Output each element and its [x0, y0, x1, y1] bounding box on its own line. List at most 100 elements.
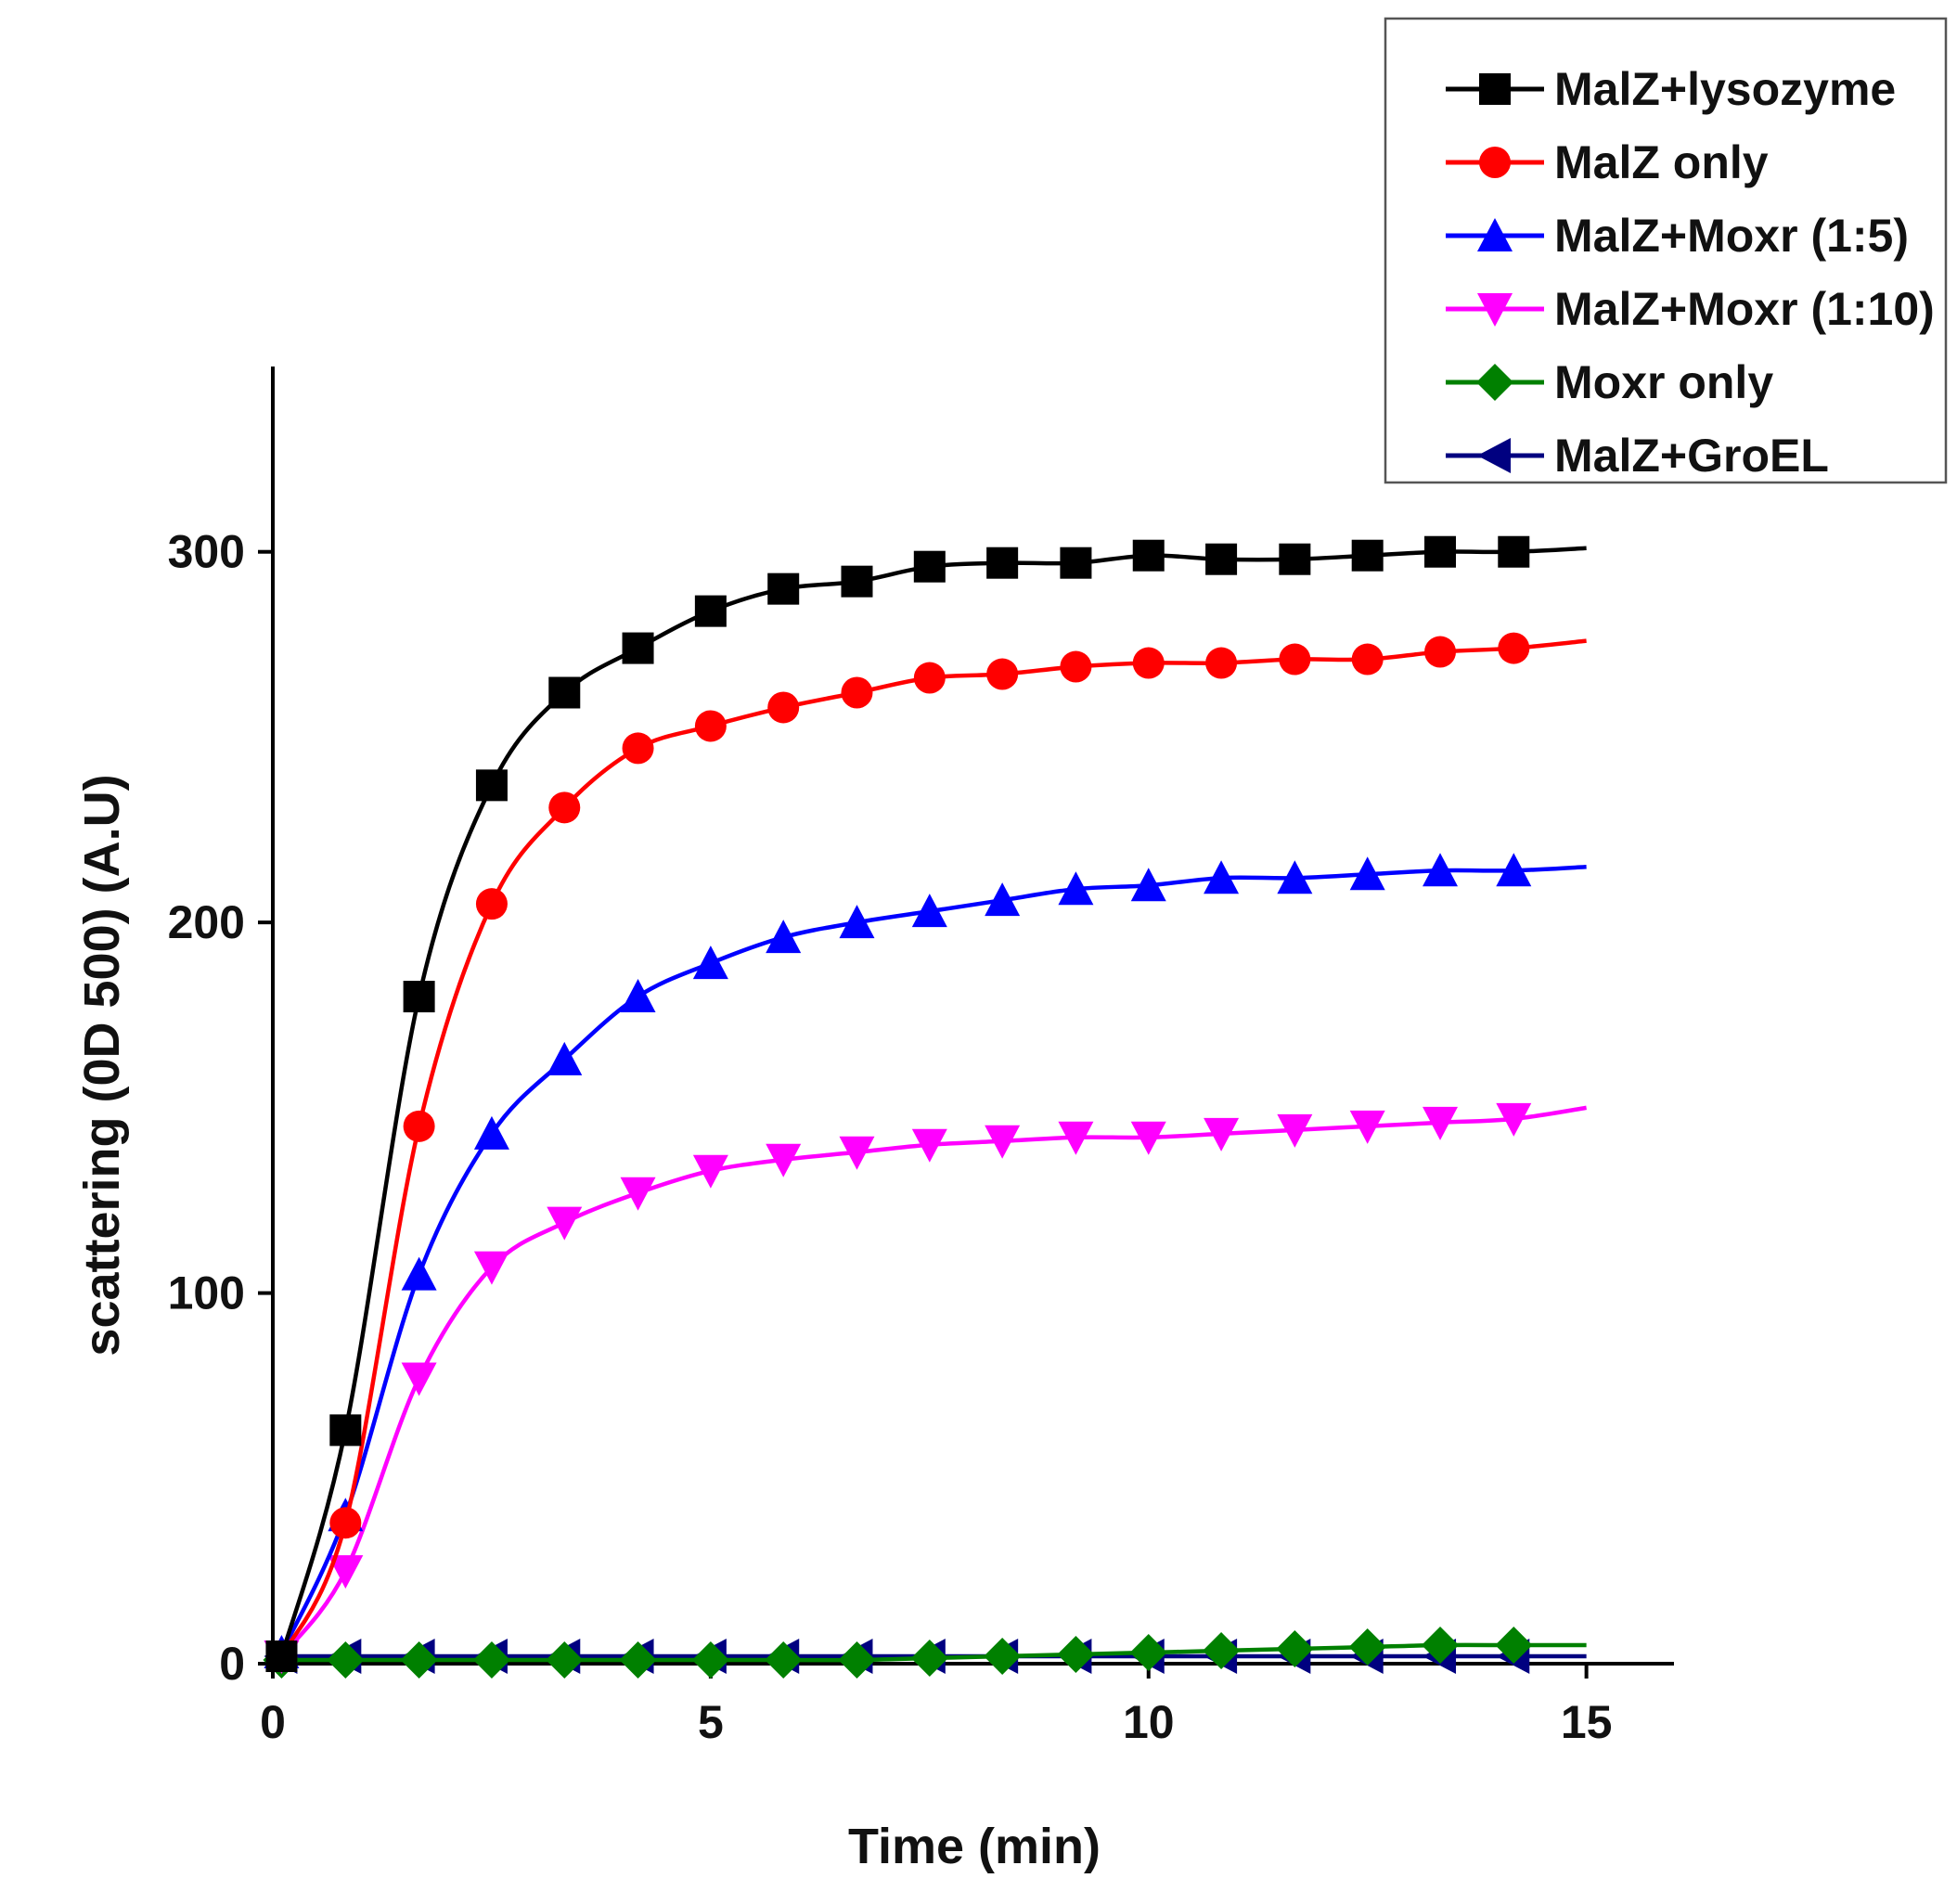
legend-item: MalZ+Moxr (1:5): [1446, 210, 1909, 262]
y-tick-label: 300: [168, 526, 245, 578]
data-point: [400, 1641, 438, 1679]
y-tick-label: 200: [168, 896, 245, 948]
data-point: [986, 658, 1019, 690]
data-point: [1277, 860, 1313, 894]
data-point: [1424, 636, 1457, 668]
legend-marker: [1477, 218, 1513, 251]
data-point: [1205, 543, 1238, 575]
data-point: [1060, 650, 1092, 683]
x-tick-label: 0: [260, 1696, 286, 1748]
data-point: [548, 791, 581, 824]
data-point: [694, 595, 727, 627]
data-point: [1351, 643, 1384, 675]
legend: MalZ+lysozyme MalZ only MalZ+Moxr (1:5) Mal…: [1384, 17, 1948, 484]
data-point: [767, 691, 800, 724]
data-point: [841, 565, 873, 598]
x-axis-title: Time (min): [848, 1819, 1101, 1874]
data-point: [841, 676, 873, 709]
data-point: [1277, 1113, 1313, 1148]
data-point: [1349, 856, 1385, 891]
data-point: [1205, 647, 1238, 679]
data-point: [1204, 860, 1240, 894]
ticks: 0 5 10 15 0 100 200 300: [168, 526, 1613, 1748]
legend-marker: [1476, 364, 1513, 401]
data-point: [403, 981, 435, 1013]
data-point: [913, 550, 946, 583]
data-point: [1498, 535, 1530, 568]
y-tick-label: 0: [219, 1638, 245, 1690]
series-line: [279, 546, 1587, 1657]
data-point: [1351, 539, 1384, 572]
data-point: [620, 1177, 656, 1211]
data-point: [329, 1414, 362, 1447]
data-point: [401, 1256, 437, 1291]
legend-item: MalZ+Moxr (1:10): [1446, 283, 1935, 335]
data-point: [265, 1640, 298, 1673]
data-point: [1057, 1636, 1095, 1674]
data-point: [473, 1115, 509, 1150]
data-point: [984, 1638, 1022, 1676]
data-point: [327, 1641, 365, 1679]
y-axis-title: scattering (0D 500) (A.U): [74, 774, 130, 1356]
data-point: [548, 676, 581, 709]
series-layer: [263, 535, 1587, 1679]
data-point: [838, 1641, 876, 1679]
legend-label: MalZ+Moxr (1:10): [1554, 283, 1935, 335]
data-point: [1279, 543, 1311, 575]
data-point: [1496, 1102, 1532, 1137]
legend-label: MalZ+lysozyme: [1554, 63, 1896, 115]
data-point: [622, 732, 654, 765]
axes: [271, 367, 1674, 1666]
data-point: [620, 979, 656, 1013]
legend-marker: [1477, 438, 1511, 473]
data-point: [473, 1251, 509, 1285]
legend-marker: [1479, 73, 1511, 105]
x-tick-label: 15: [1561, 1696, 1613, 1748]
data-point: [692, 946, 728, 980]
data-point: [766, 1143, 802, 1177]
data-point: [1204, 1117, 1240, 1151]
data-point: [1349, 1110, 1385, 1144]
data-point: [1422, 1627, 1460, 1665]
x-tick-label: 5: [698, 1696, 724, 1748]
data-point: [839, 1136, 875, 1170]
x-tick-label: 10: [1123, 1696, 1175, 1748]
data-point: [766, 920, 802, 954]
series-line: [279, 1105, 1587, 1658]
data-point: [1423, 1106, 1459, 1140]
data-point: [839, 905, 875, 939]
data-point: [986, 547, 1019, 579]
legend-marker: [1479, 147, 1511, 178]
legend-label: MalZ+Moxr (1:5): [1554, 210, 1909, 262]
data-point: [622, 632, 654, 664]
legend-item: MalZ only: [1446, 136, 1769, 188]
legend-label: MalZ+GroEL: [1554, 430, 1829, 482]
data-point: [403, 1110, 435, 1142]
data-point: [1132, 539, 1165, 572]
legend-label: MalZ only: [1554, 136, 1769, 188]
legend-label: Moxr only: [1554, 356, 1773, 408]
data-point: [985, 1125, 1021, 1159]
legend-item: MalZ+lysozyme: [1446, 63, 1896, 115]
data-point: [911, 894, 947, 928]
legend-item: Moxr only: [1446, 356, 1773, 408]
data-point: [1060, 547, 1092, 579]
legend-item: MalZ+GroEL: [1446, 430, 1829, 482]
data-point: [1279, 643, 1311, 675]
data-point: [910, 1640, 948, 1678]
data-point: [1276, 1630, 1314, 1668]
data-point: [547, 1041, 583, 1075]
data-point: [1130, 1121, 1166, 1155]
data-point: [475, 888, 508, 920]
data-point: [691, 1641, 729, 1679]
data-point: [1203, 1632, 1241, 1670]
legend-marker: [1477, 293, 1513, 327]
data-point: [1424, 535, 1457, 568]
series-malz-only: [265, 632, 1587, 1673]
data-point: [547, 1206, 583, 1241]
series-malz-moxr-1-10: [264, 1102, 1587, 1675]
y-tick-label: 100: [168, 1267, 245, 1319]
data-point: [694, 710, 727, 742]
data-point: [546, 1641, 584, 1679]
